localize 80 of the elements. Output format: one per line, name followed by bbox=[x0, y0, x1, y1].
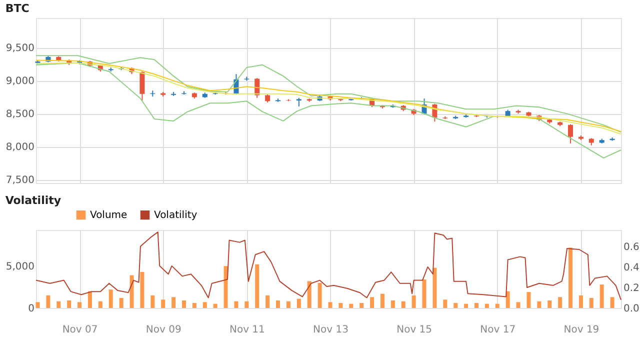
bar bbox=[78, 302, 82, 308]
bar bbox=[370, 297, 374, 308]
y-tick-label: 8,500 bbox=[6, 109, 34, 120]
x-tick-label: Nov 15 bbox=[396, 324, 432, 336]
bar bbox=[36, 302, 40, 308]
bar bbox=[610, 297, 614, 308]
bar bbox=[578, 295, 583, 308]
bar bbox=[255, 264, 260, 308]
bar bbox=[140, 272, 144, 308]
bar bbox=[516, 302, 520, 308]
bar bbox=[464, 304, 468, 308]
y-tick-label: 8,000 bbox=[6, 142, 34, 154]
bar bbox=[67, 300, 72, 308]
bar bbox=[526, 292, 531, 308]
bar bbox=[589, 298, 594, 308]
bar bbox=[558, 297, 562, 308]
bar bbox=[88, 291, 92, 308]
bar bbox=[360, 302, 364, 308]
bar bbox=[600, 284, 604, 308]
y-tick-label: 9,500 bbox=[6, 43, 34, 54]
bar bbox=[56, 301, 61, 308]
bar bbox=[443, 300, 448, 308]
y2-tick-label: 0.6 bbox=[624, 242, 640, 253]
x-tick-label: Nov 11 bbox=[229, 324, 265, 336]
bar bbox=[432, 268, 437, 308]
bar bbox=[484, 304, 489, 308]
bar bbox=[46, 295, 50, 308]
y2-tick-label: 0.2 bbox=[624, 282, 640, 294]
chart-title: Volatility bbox=[5, 194, 62, 207]
bar bbox=[276, 300, 280, 308]
bar bbox=[349, 304, 354, 308]
bar bbox=[150, 295, 155, 308]
candlestick bbox=[140, 70, 145, 101]
x-tick-label: Nov 17 bbox=[480, 324, 516, 336]
bar bbox=[380, 294, 384, 308]
bar bbox=[412, 295, 416, 308]
y2-tick-label: 0.0 bbox=[624, 304, 640, 314]
bar bbox=[568, 248, 573, 308]
chart-title: BTC bbox=[5, 2, 30, 15]
bar bbox=[338, 302, 343, 308]
x-tick-label: Nov 07 bbox=[62, 324, 98, 336]
candlestick bbox=[568, 124, 574, 144]
bar bbox=[182, 300, 186, 308]
bar bbox=[328, 302, 332, 308]
bar bbox=[286, 301, 290, 308]
bar bbox=[318, 282, 322, 308]
bar bbox=[244, 301, 249, 308]
y-tick-label: 5,000 bbox=[6, 262, 34, 273]
bar bbox=[296, 298, 301, 308]
bar bbox=[130, 275, 134, 308]
y-tick-label: 9,000 bbox=[6, 76, 34, 88]
x-tick-label: Nov 13 bbox=[313, 324, 348, 336]
bar bbox=[390, 300, 395, 308]
bar bbox=[495, 304, 500, 308]
legend-label: Volume bbox=[90, 210, 128, 222]
y-tick-label: 0 bbox=[28, 304, 34, 314]
bar bbox=[98, 301, 102, 308]
y2-tick-label: 0.4 bbox=[624, 262, 640, 274]
bar bbox=[474, 302, 478, 308]
y-tick-label: 7,500 bbox=[6, 175, 34, 186]
bar bbox=[213, 304, 218, 308]
bar bbox=[548, 300, 552, 308]
bar bbox=[307, 281, 312, 308]
x-tick-label: Nov 09 bbox=[146, 324, 182, 336]
x-tick-label: Nov 19 bbox=[564, 324, 600, 336]
bar bbox=[108, 290, 113, 308]
bar bbox=[454, 302, 458, 308]
bar bbox=[224, 266, 228, 308]
bar bbox=[192, 302, 196, 308]
bar bbox=[537, 301, 542, 308]
bar bbox=[119, 298, 124, 308]
bar bbox=[161, 300, 166, 308]
bar bbox=[202, 302, 207, 308]
bar bbox=[234, 301, 238, 308]
bar bbox=[172, 297, 176, 308]
bar bbox=[266, 295, 270, 308]
bar bbox=[422, 279, 426, 308]
legend-label: Volatility bbox=[154, 210, 198, 222]
bar bbox=[506, 291, 510, 308]
bar bbox=[401, 301, 406, 308]
